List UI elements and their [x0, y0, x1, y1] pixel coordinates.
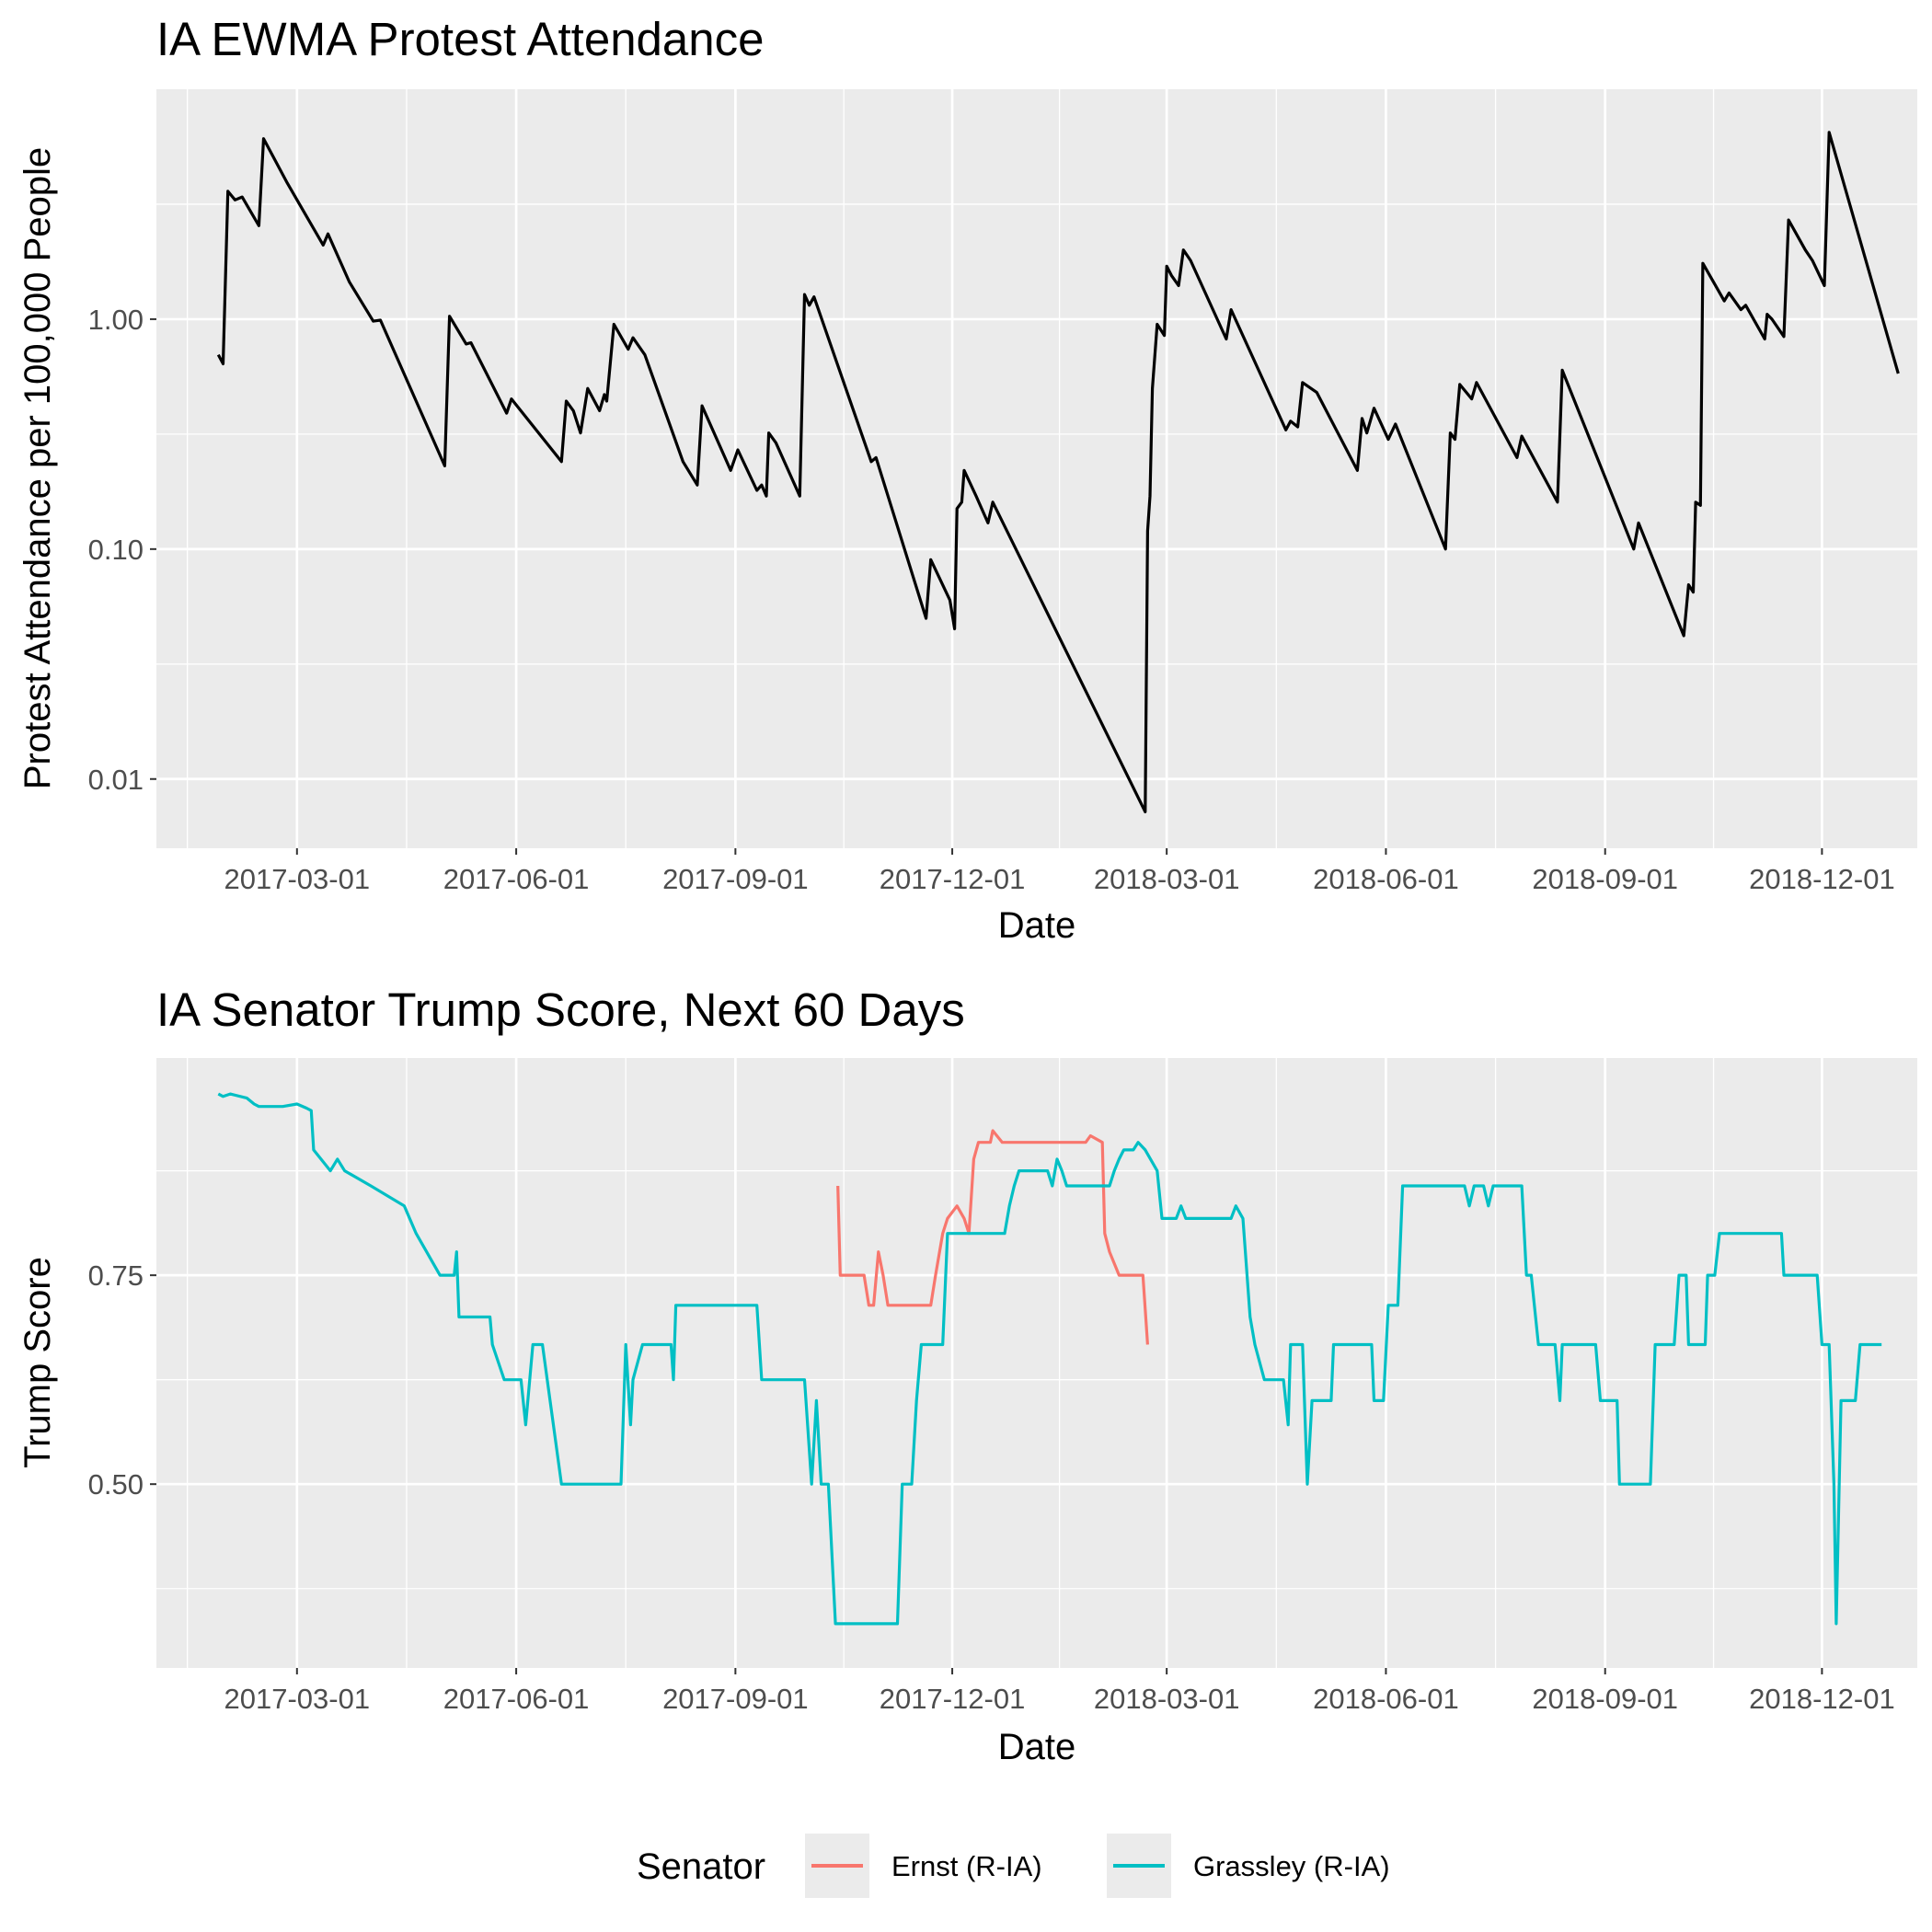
y-tick-label: 1.00 — [88, 304, 144, 336]
x-tick-label: 2018-03-01 — [1094, 1683, 1240, 1715]
series-layer — [216, 131, 1900, 814]
y-axis-title: Trump Score — [17, 1257, 58, 1468]
plot-background — [156, 1058, 1917, 1668]
chart-title: IA EWMA Protest Attendance — [156, 13, 765, 65]
y-tick-label: 0.10 — [88, 534, 144, 566]
plot-background — [156, 89, 1917, 848]
legend-label-ernst: Ernst (R-IA) — [891, 1850, 1042, 1882]
x-axis: 2017-03-01 2017-06-01 2017-09-01 2017-12-01… — [224, 848, 1895, 895]
x-tick-label: 2017-03-01 — [224, 1683, 371, 1715]
panel-trump-score: IA Senator Trump Score, Next 60 Days 0.5… — [17, 983, 1917, 1767]
x-tick-label: 2017-09-01 — [662, 863, 809, 895]
x-tick-label: 2017-03-01 — [224, 863, 371, 895]
chart-title: IA Senator Trump Score, Next 60 Days — [156, 983, 965, 1036]
y-axis-title: Protest Attendance per 100,000 People — [17, 147, 58, 789]
y-tick-label: 0.50 — [88, 1468, 144, 1501]
y-axis: 0.50 0.75 — [88, 1259, 156, 1501]
series-line-ernst — [836, 1129, 1149, 1345]
x-tick-label: 2018-06-01 — [1313, 863, 1459, 895]
gridlines — [156, 1058, 1917, 1668]
x-tick-label: 2017-06-01 — [443, 1683, 590, 1715]
series-line-grassley — [217, 1092, 1882, 1626]
y-tick-label: 0.01 — [88, 764, 144, 796]
x-tick-label: 2018-03-01 — [1094, 863, 1240, 895]
x-tick-label: 2018-06-01 — [1313, 1683, 1459, 1715]
x-axis-title: Date — [998, 905, 1076, 946]
legend: Senator Ernst (R-IA) Grassley (R-IA) — [637, 1834, 1390, 1898]
x-tick-label: 2018-12-01 — [1749, 1683, 1895, 1715]
x-tick-label: 2017-09-01 — [662, 1683, 809, 1715]
legend-title: Senator — [637, 1846, 765, 1887]
series-layer — [217, 1092, 1882, 1626]
x-axis-title: Date — [998, 1727, 1076, 1767]
y-tick-label: 0.75 — [88, 1259, 144, 1292]
x-tick-label: 2017-12-01 — [880, 1683, 1026, 1715]
x-tick-label: 2018-12-01 — [1749, 863, 1895, 895]
series-line — [216, 131, 1900, 814]
x-tick-label: 2018-09-01 — [1532, 1683, 1678, 1715]
panel-protest-attendance: IA EWMA Protest Attendance 0.010.101.00 … — [17, 13, 1917, 946]
x-tick-label: 2018-09-01 — [1532, 863, 1678, 895]
x-tick-label: 2017-06-01 — [443, 863, 590, 895]
y-axis: 0.01 0.10 1.00 — [88, 304, 156, 796]
gridlines — [156, 89, 1917, 848]
legend-label-grassley: Grassley (R-IA) — [1193, 1850, 1390, 1882]
x-axis: 2017-03-01 2017-06-01 2017-09-01 2017-12-01… — [224, 1668, 1895, 1715]
x-tick-label: 2017-12-01 — [880, 863, 1026, 895]
